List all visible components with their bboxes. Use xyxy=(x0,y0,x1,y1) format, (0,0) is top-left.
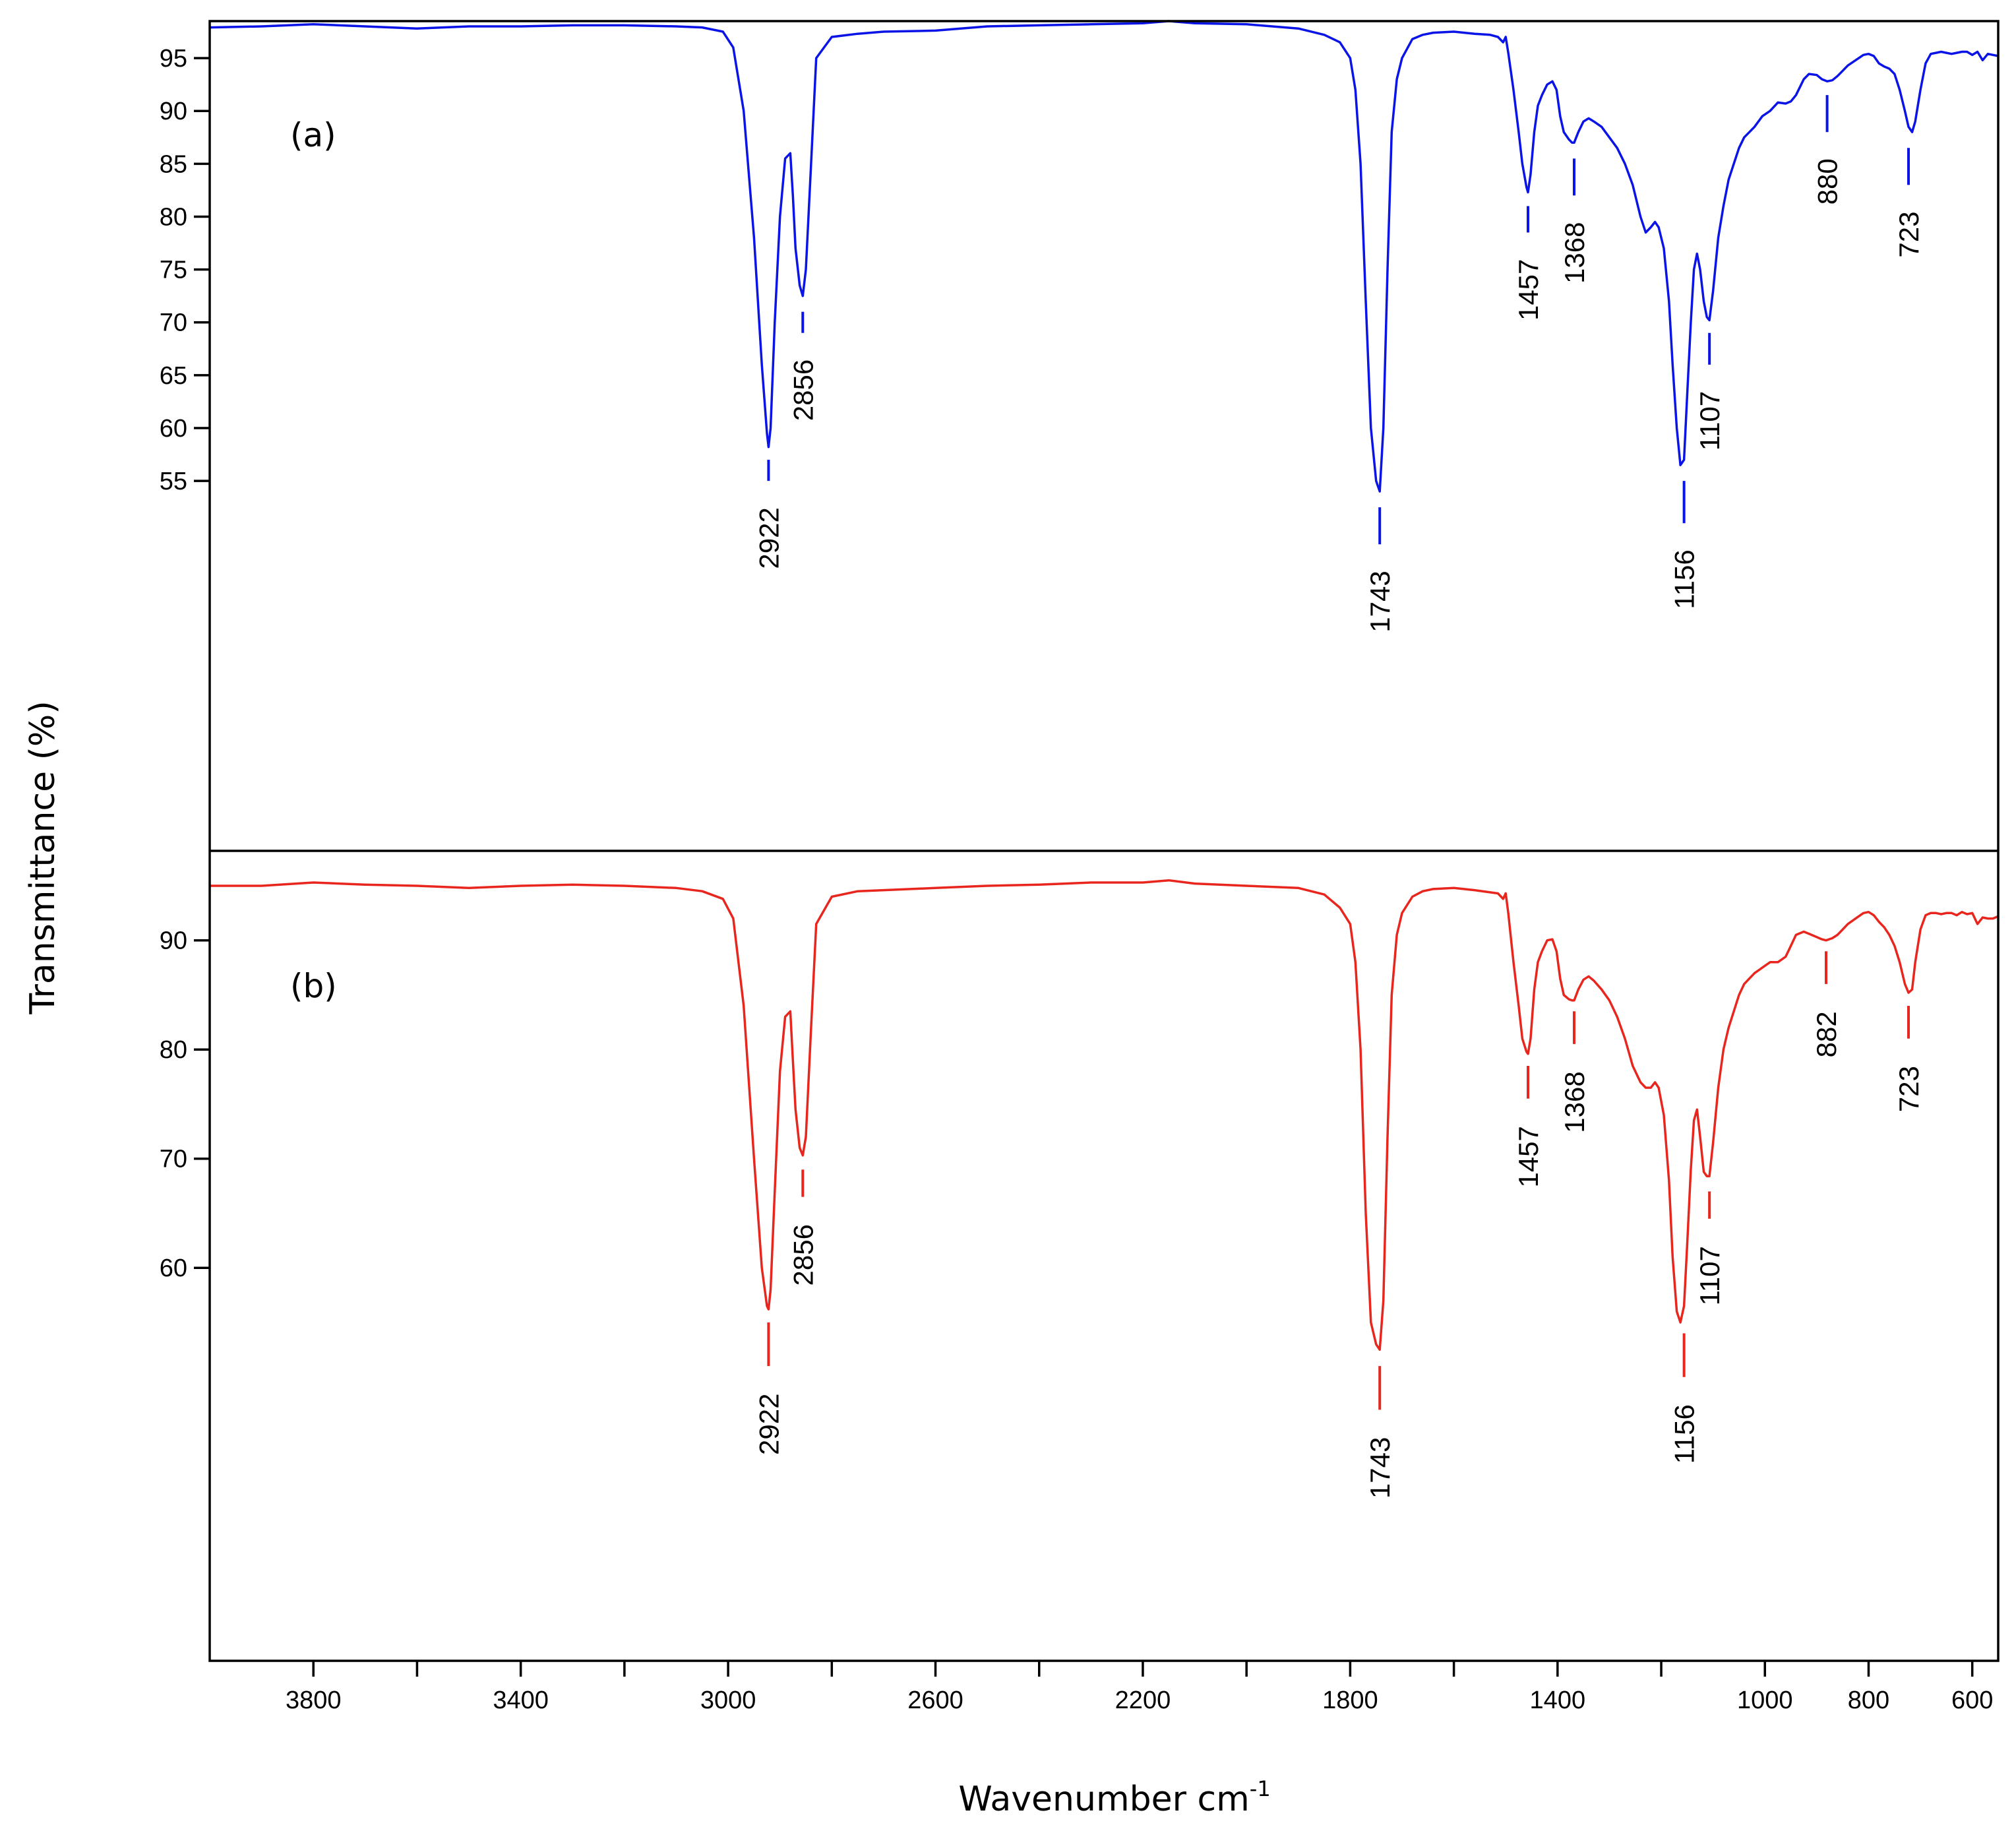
panel-b: 60 70 80 90 (b) 2922 2856 1743 1457 1368 1156 1107 8… xyxy=(160,879,1999,1499)
y-tick-label: 70 xyxy=(160,1146,187,1173)
panel-label: (a) xyxy=(290,116,336,154)
peak-label: 1368 xyxy=(1559,1071,1590,1132)
y-tick-label: 65 xyxy=(160,362,187,390)
y-tick-label: 90 xyxy=(160,927,187,955)
x-tick-label: 3800 xyxy=(286,1687,342,1714)
peak-label: 882 xyxy=(1811,1011,1842,1057)
y-axis-title: Transmittance (%) xyxy=(23,700,63,1014)
y-tick-label: 80 xyxy=(160,203,187,231)
peak-label: 1107 xyxy=(1694,1246,1725,1305)
plot-frame xyxy=(208,20,2000,1662)
peak-label: 1743 xyxy=(1364,571,1395,632)
x-tick-label: 800 xyxy=(1848,1687,1889,1714)
peak-label: 1457 xyxy=(1513,1126,1544,1187)
x-axis-title-superscript: -1 xyxy=(1250,1776,1271,1801)
peak-label: 723 xyxy=(1893,212,1924,258)
y-tick-label: 85 xyxy=(160,150,187,178)
y-tick-label: 75 xyxy=(160,257,187,284)
peak-label: 1457 xyxy=(1513,259,1544,321)
peak-label: 1368 xyxy=(1559,222,1590,284)
x-tick-label: 600 xyxy=(1951,1687,1993,1714)
y-tick-label: 95 xyxy=(160,45,187,73)
peak-label: 723 xyxy=(1893,1066,1924,1112)
x-tick-label: 2200 xyxy=(1115,1687,1171,1714)
spectrum-line-a xyxy=(209,20,1999,493)
peak-label: 2922 xyxy=(753,507,784,569)
peak-label: 1107 xyxy=(1694,391,1725,450)
x-tick-label: 1400 xyxy=(1530,1687,1586,1714)
y-tick-label: 80 xyxy=(160,1036,187,1064)
peak-label: 2856 xyxy=(787,359,818,421)
peak-label: 2856 xyxy=(787,1224,818,1286)
peak-label: 1156 xyxy=(1669,1404,1700,1464)
panel-label: (b) xyxy=(290,967,337,1005)
peak-label: 1743 xyxy=(1364,1437,1395,1499)
x-tick-label: 2600 xyxy=(907,1687,963,1714)
x-tick-label: 1800 xyxy=(1322,1687,1378,1714)
y-tick-label: 60 xyxy=(160,415,187,443)
x-tick-label: 3000 xyxy=(700,1687,756,1714)
peak-label: 2922 xyxy=(753,1394,784,1455)
x-axis-title-text: Wavenumber cm xyxy=(958,1780,1249,1819)
panel-a: 55 60 65 70 75 80 85 90 95 (a) 2922 2856 1743 1457 136… xyxy=(160,20,1999,633)
x-tick-label: 3400 xyxy=(493,1687,549,1714)
y-tick-label: 90 xyxy=(160,98,187,125)
peak-label: 1156 xyxy=(1669,549,1700,609)
x-axis-title: Wavenumber cm-1 xyxy=(958,1776,1270,1819)
y-tick-label: 60 xyxy=(160,1255,187,1282)
spectrum-line-b xyxy=(210,879,1999,1351)
x-tick-label: 1000 xyxy=(1737,1687,1793,1714)
y-tick-label: 55 xyxy=(160,468,187,495)
y-tick-label: 70 xyxy=(160,309,187,337)
peak-label: 880 xyxy=(1812,158,1843,204)
